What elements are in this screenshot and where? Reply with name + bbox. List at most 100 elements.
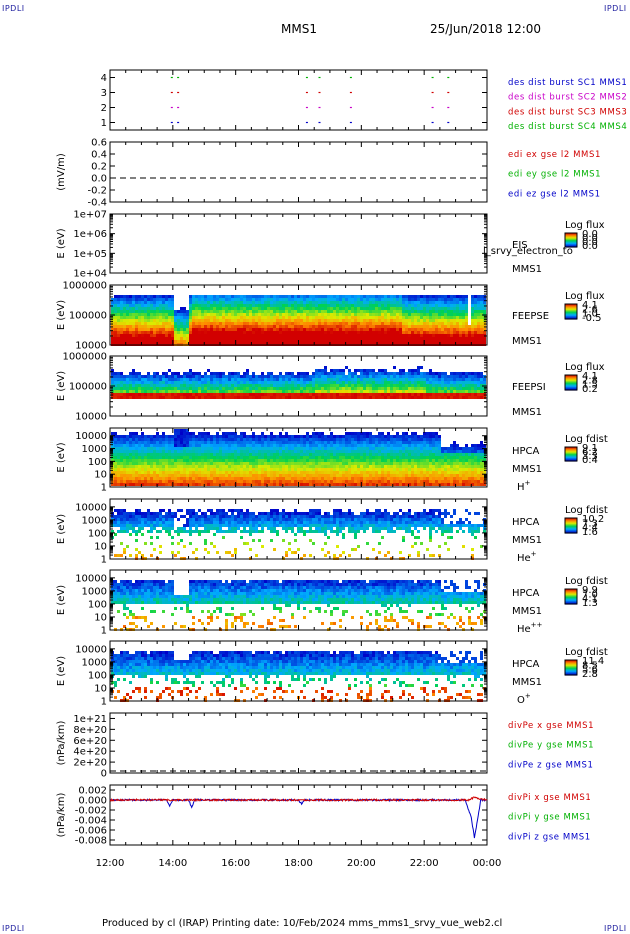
corner-label-top-left: IPDLI: [2, 4, 25, 13]
colorbar-title-eis: Log flux: [565, 220, 605, 231]
time-label: 20:00: [347, 858, 376, 869]
legend-divpi: divPi y gse MMS1: [508, 813, 591, 823]
ylabel-hpca_h: E (eV): [56, 442, 67, 472]
ytick-label-eis: 1e+07: [73, 210, 107, 221]
time-label: 14:00: [158, 858, 187, 869]
colorbar-frame-feepsi: [564, 374, 578, 391]
corner-label-bottom-left: IPDLI: [2, 924, 25, 933]
colorbar-label-eis: 0.0: [582, 233, 598, 244]
instrument-label-hpca_o: HPCA: [512, 659, 540, 670]
species-charge-hpca_h: +: [525, 479, 531, 487]
colorbar-label-feepsi: 2.8: [582, 375, 598, 386]
colorbar-title-hpca_h: Log fdist: [565, 434, 608, 445]
frame-divpe: [109, 712, 488, 774]
ytick-label-divpi: -0.006: [75, 826, 107, 837]
ytick-label-hpca_he: 1000: [82, 515, 107, 526]
colorbar-frame-hpca_o: [564, 659, 578, 676]
ytick-label-hpca_h: 100: [88, 457, 107, 468]
ytick-label-hpca_h: 10: [94, 470, 107, 481]
spacecraft-label-feepse: MMS1: [512, 336, 542, 347]
time-label: 12:00: [96, 858, 125, 869]
ytick-label-edi: -0.4: [87, 198, 107, 209]
ytick-label-burst: 4: [101, 73, 107, 84]
spacecraft-label-hpca_he: MMS1: [512, 535, 542, 546]
panel-feepsi: 1000000 100000 10000 E (eV) Log flux4.12.81.…: [56, 352, 605, 423]
spacecraft-label-hpca_h: MMS1: [512, 464, 542, 475]
colorbar-label-hpca_hepp: 1.3: [582, 598, 598, 609]
ytick-label-hpca_o: 1000: [82, 657, 107, 668]
legend-divpe: divPe z gse MMS1: [508, 760, 594, 770]
colorbar-frame-hpca_h: [564, 446, 578, 462]
ytick-label-hpca_hepp: 100: [88, 599, 107, 610]
instrument-label-eis: EIS: [512, 240, 528, 251]
ytick-label-feepsi: 100000: [69, 382, 107, 393]
spectrogram-hpca_he: [111, 509, 486, 560]
species-charge-hpca_o: +: [525, 692, 531, 700]
ytick-label-divpi: -0.004: [75, 816, 107, 827]
ylabel-eis: E (eV): [56, 228, 67, 258]
ylabel-divpi: (nPa/km): [56, 793, 67, 838]
corner-label-top-right: IPDLI: [604, 4, 627, 13]
legend-edi: edi ex gse l2 MMS1: [508, 150, 601, 160]
spectrogram-feepse: [111, 295, 486, 346]
colorbar-label-hpca_he: 4.4: [582, 523, 598, 534]
colorbar-frame-hpca_hepp: [564, 588, 578, 605]
species-label-hpca_h: H+: [517, 479, 531, 493]
ylabel-hpca_o: E (eV): [56, 656, 67, 686]
panel-feepse: 1000000 100000 10000 E (eV) Log flux4.12.61.…: [56, 281, 605, 352]
spectrogram-feepsi: [111, 366, 486, 399]
panel-hpca_he: 10000 1000 100 10 1 E (eV) Log fdist10.27.34.4…: [56, 498, 608, 566]
species-label-hpca_he: He+: [517, 550, 537, 564]
ytick-label-feepsi: 10000: [75, 412, 107, 423]
colorbar-label-hpca_h: 6.2: [582, 447, 598, 458]
colorbar-label-hpca_he: 10.2: [582, 514, 604, 525]
header-spacecraft: MMS1: [281, 22, 317, 36]
time-label: 16:00: [221, 858, 250, 869]
ytick-label-burst: 2: [101, 103, 107, 114]
legend-divpi: divPi x gse MMS1: [508, 793, 591, 803]
spectrogram-hpca_o: [111, 651, 486, 702]
spacecraft-label-hpca_o: MMS1: [512, 677, 542, 688]
ytick-label-hpca_o: 10000: [75, 644, 107, 655]
panel-burst: 4 3 2 1 des dist burst SC1 MMS1 des dist burs…: [101, 69, 627, 132]
colorbar-label-hpca_he: 7.3: [582, 518, 598, 529]
species-charge-hpca_he: +: [531, 550, 537, 558]
panel-edi: 0.60.40.20.0-0.2-0.4 (mV/m) edi ex gse l2 …: [56, 138, 601, 209]
legend-divpi: divPi z gse MMS1: [508, 832, 591, 842]
ytick-label-edi: 0.6: [91, 138, 107, 149]
colorbar-frame-feepse: [564, 303, 578, 320]
ytick-label-hpca_hepp: 1: [101, 626, 107, 637]
header-date: 25/Jun/2018 12:00: [430, 22, 542, 36]
colorbar-hpca_h: [564, 446, 578, 462]
colorbar-label-hpca_he: 1.6: [582, 527, 598, 538]
legend-divpe: divPe x gse MMS1: [508, 721, 594, 731]
ytick-label-divpe: 8e+20: [73, 725, 107, 736]
legend-edi: edi ez gse l2 MMS1: [508, 189, 601, 199]
ytick-label-edi: 0.0: [91, 174, 107, 185]
colorbar-label-feepse: 2.6: [582, 304, 598, 315]
frame-edi: [109, 141, 488, 203]
ytick-label-eis: 1e+06: [73, 229, 107, 240]
corner-label-bottom-right: IPDLI: [604, 924, 627, 933]
ylabel-hpca_hepp: E (eV): [56, 585, 67, 615]
spectrogram-hpca_hepp: [111, 580, 486, 631]
colorbar-feepsi: [564, 374, 578, 391]
colorbar-label-feepse: 4.1: [582, 300, 598, 311]
time-label: 18:00: [284, 858, 313, 869]
ytick-label-hpca_he: 1: [101, 555, 107, 566]
ytick-label-feepsi: 1000000: [62, 352, 107, 363]
spectrogram-hpca_h: [111, 429, 486, 486]
ytick-label-divpe: 0: [101, 769, 107, 780]
instrument-label-hpca_hepp: HPCA: [512, 588, 540, 599]
colorbar-label-hpca_hepp: 7.0: [582, 589, 598, 600]
legend-burst: des dist burst SC1 MMS1: [508, 78, 627, 88]
species-charge-hpca_hepp: ++: [531, 621, 543, 629]
ylabel-hpca_he: E (eV): [56, 514, 67, 544]
panel-hpca_hepp: 10000 1000 100 10 1 E (eV) Log fdist9.97.04.11…: [56, 569, 608, 637]
colorbar-label-hpca_o: 2.8: [582, 669, 598, 680]
ytick-label-feepse: 1000000: [62, 281, 107, 292]
instrument-label-feepsi: FEEPSI: [512, 382, 546, 393]
